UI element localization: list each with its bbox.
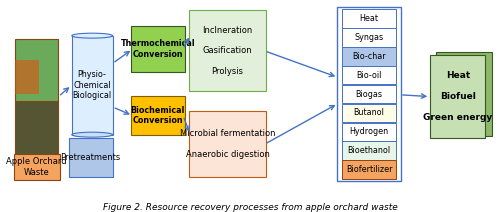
FancyBboxPatch shape <box>342 123 396 141</box>
Text: Biogas: Biogas <box>356 89 382 99</box>
Text: Microbial fermentation

Anaerobic digestion: Microbial fermentation Anaerobic digesti… <box>180 129 275 159</box>
FancyBboxPatch shape <box>342 9 396 28</box>
FancyBboxPatch shape <box>342 160 396 179</box>
Text: Biochemical
Conversion: Biochemical Conversion <box>130 106 185 125</box>
Text: Inclneration

Gasification

Prolysis: Inclneration Gasification Prolysis <box>202 26 252 76</box>
Text: Heat: Heat <box>360 14 378 23</box>
FancyBboxPatch shape <box>189 10 266 91</box>
FancyBboxPatch shape <box>132 96 184 135</box>
FancyBboxPatch shape <box>436 52 492 136</box>
FancyBboxPatch shape <box>15 60 39 94</box>
FancyBboxPatch shape <box>342 141 396 160</box>
FancyBboxPatch shape <box>69 138 112 177</box>
Ellipse shape <box>72 33 112 38</box>
Text: Physio-
Chemical
Biological: Physio- Chemical Biological <box>72 70 112 100</box>
Text: Bio-oil: Bio-oil <box>356 71 382 80</box>
FancyBboxPatch shape <box>189 111 266 177</box>
FancyBboxPatch shape <box>342 104 396 122</box>
Text: Heat

Biofuel

Green energy: Heat Biofuel Green energy <box>423 71 492 122</box>
Text: Bioethanol: Bioethanol <box>348 146 391 155</box>
Text: Hydrogen: Hydrogen <box>350 127 389 136</box>
FancyBboxPatch shape <box>342 85 396 103</box>
Text: Pretreatments: Pretreatments <box>60 153 121 162</box>
Text: Biofertilizer: Biofertilizer <box>346 165 393 174</box>
Text: Syngas: Syngas <box>354 33 384 42</box>
FancyBboxPatch shape <box>15 39 59 102</box>
FancyBboxPatch shape <box>15 101 59 154</box>
Text: Thermochemical
Conversion: Thermochemical Conversion <box>120 39 195 59</box>
FancyBboxPatch shape <box>342 47 396 66</box>
FancyBboxPatch shape <box>342 66 396 84</box>
Bar <box>72 36 112 135</box>
Text: Apple Orchard
Waste: Apple Orchard Waste <box>6 157 67 177</box>
FancyBboxPatch shape <box>430 55 486 138</box>
FancyBboxPatch shape <box>342 28 396 47</box>
Text: Figure 2. Resource recovery processes from apple orchard waste: Figure 2. Resource recovery processes fr… <box>103 203 398 212</box>
Ellipse shape <box>72 132 112 137</box>
Text: Butanol: Butanol <box>354 108 384 117</box>
FancyBboxPatch shape <box>132 26 184 73</box>
FancyBboxPatch shape <box>14 154 60 180</box>
Text: Bio-char: Bio-char <box>352 52 386 61</box>
